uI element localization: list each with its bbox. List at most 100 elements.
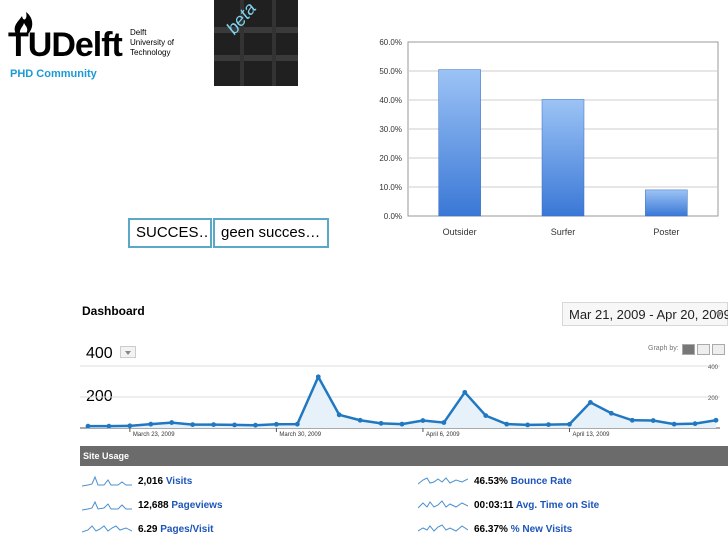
- graph-by-label: Graph by:: [648, 345, 679, 352]
- metric-pages-visit[interactable]: 6.29 Pages/Visit: [82, 522, 372, 538]
- visits-point[interactable]: [85, 423, 91, 429]
- x-tick-label: March 23, 2009: [133, 432, 175, 438]
- visits-point[interactable]: [650, 418, 656, 423]
- y-tick-label: 30.0%: [379, 125, 402, 134]
- visits-point[interactable]: [169, 420, 175, 425]
- visits-point[interactable]: [525, 422, 530, 428]
- visits-point[interactable]: [211, 422, 217, 427]
- metric-value: 46.53% Bounce Rate: [474, 476, 572, 487]
- y-tick-label: 20.0%: [379, 154, 402, 163]
- logo-tu: TU: [8, 26, 52, 64]
- metric-value: 6.29 Pages/Visit: [138, 524, 214, 535]
- graph-by-day-button[interactable]: [682, 344, 695, 355]
- bar-poster: [645, 189, 688, 217]
- visits-point[interactable]: [399, 421, 405, 427]
- metric-value: 12,688 Pageviews: [138, 500, 223, 511]
- visits-point[interactable]: [713, 417, 719, 423]
- right-tick-200: 200: [708, 396, 719, 402]
- visits-point[interactable]: [483, 413, 489, 418]
- tu-delft-logo: TUDelft Delft University of Technology P…: [8, 8, 208, 88]
- metric-label[interactable]: % New Visits: [510, 524, 573, 535]
- visits-point[interactable]: [441, 420, 447, 425]
- visits-point[interactable]: [294, 421, 300, 427]
- metric--new-visits[interactable]: 66.37% % New Visits: [418, 522, 708, 538]
- y-tick-label: 0.0%: [384, 212, 402, 221]
- chevron-down-icon: [715, 312, 723, 317]
- community-title: PHD Community: [10, 68, 97, 80]
- dashboard-title: Dashboard: [82, 304, 145, 318]
- x-tick-label: Outsider: [443, 227, 477, 237]
- visits-line-chart: 400 200 March 23, 2009 March 30, 2009 April …: [80, 365, 720, 438]
- visits-point[interactable]: [378, 420, 384, 426]
- metric-avg-time-on-site[interactable]: 00:03:11 Avg. Time on Site: [418, 498, 708, 514]
- visits-point[interactable]: [127, 423, 133, 429]
- right-tick-400: 400: [708, 365, 719, 371]
- visits-point[interactable]: [567, 421, 572, 427]
- succes-button[interactable]: SUCCES…: [128, 218, 212, 248]
- y-label-400: 400: [86, 345, 113, 362]
- y-tick-label: 60.0%: [379, 38, 402, 47]
- sparkline-icon: [418, 500, 468, 509]
- sparkline-icon: [418, 477, 468, 485]
- visits-point[interactable]: [232, 422, 237, 428]
- y-tick-label: 10.0%: [379, 183, 402, 192]
- x-tick-label: April 6, 2009: [426, 432, 460, 438]
- y-tick-label: 40.0%: [379, 96, 402, 105]
- sparkline-icon: [418, 524, 468, 532]
- visits-point[interactable]: [315, 374, 321, 380]
- visits-point[interactable]: [274, 421, 279, 427]
- beta-badge: beta: [214, 0, 298, 86]
- visits-point[interactable]: [336, 412, 342, 418]
- metric-visits[interactable]: 2,016 Visits: [82, 474, 372, 490]
- metric-pageviews[interactable]: 12,688 Pageviews: [82, 498, 372, 514]
- visits-point[interactable]: [588, 400, 593, 405]
- metric-value: 66.37% % New Visits: [474, 524, 573, 535]
- visits-area: [88, 376, 716, 428]
- site-usage-header: Site Usage: [80, 446, 728, 466]
- visits-point[interactable]: [253, 422, 258, 428]
- chevron-down-icon: [125, 351, 131, 355]
- visits-point[interactable]: [671, 421, 677, 427]
- visits-point[interactable]: [608, 410, 614, 416]
- bar-outsider: [438, 69, 481, 217]
- visits-point[interactable]: [190, 422, 196, 427]
- visits-point[interactable]: [420, 418, 426, 423]
- metric-label[interactable]: Pages/Visit: [160, 524, 214, 535]
- metric-label[interactable]: Bounce Rate: [510, 476, 572, 487]
- metric-label[interactable]: Visits: [165, 476, 193, 487]
- metric-dropdown[interactable]: [120, 346, 136, 358]
- metric-value: 2,016 Visits: [138, 476, 193, 487]
- date-range-text: Mar 21, 2009 - Apr 20, 2009: [569, 307, 728, 322]
- visits-point[interactable]: [504, 421, 510, 427]
- visits-point[interactable]: [692, 421, 698, 427]
- visits-point[interactable]: [106, 423, 112, 429]
- metric-label[interactable]: Pageviews: [171, 500, 223, 511]
- flame-icon: [14, 12, 33, 34]
- x-tick-label: March 30, 2009: [279, 432, 321, 438]
- x-tick-label: April 13, 2009: [572, 432, 610, 438]
- visits-point[interactable]: [629, 417, 635, 423]
- sparkline-icon: [82, 525, 132, 533]
- logo-wordmark: TUDelft: [8, 26, 123, 65]
- visits-point[interactable]: [546, 422, 551, 427]
- x-tick-label: Surfer: [551, 227, 576, 237]
- visits-point[interactable]: [357, 417, 363, 423]
- sparkline-icon: [82, 475, 132, 487]
- metric-value: 00:03:11 Avg. Time on Site: [474, 500, 600, 511]
- metric-label[interactable]: Avg. Time on Site: [515, 500, 600, 511]
- x-tick-label: Poster: [653, 227, 679, 237]
- y-tick-label: 50.0%: [379, 67, 402, 76]
- metric-bounce-rate[interactable]: 46.53% Bounce Rate: [418, 474, 708, 490]
- bar-chart: 0.0% 10.0% 20.0% 30.0% 40.0% 50.0% 60.0% Outsid…: [379, 38, 719, 237]
- graph-by-week-button[interactable]: [697, 344, 710, 355]
- visits-point[interactable]: [148, 421, 154, 427]
- sparkline-icon: [82, 500, 132, 511]
- visits-point[interactable]: [462, 389, 468, 395]
- date-range-selector[interactable]: Mar 21, 2009 - Apr 20, 2009: [562, 302, 728, 326]
- graph-by-month-button[interactable]: [712, 344, 725, 355]
- bar-surfer: [541, 99, 585, 217]
- geen-succes-button[interactable]: geen succes…: [213, 218, 329, 248]
- logo-delft: Delft: [51, 26, 123, 64]
- university-name: Delft University of Technology: [130, 28, 175, 57]
- grid-pattern-icon: [214, 0, 298, 86]
